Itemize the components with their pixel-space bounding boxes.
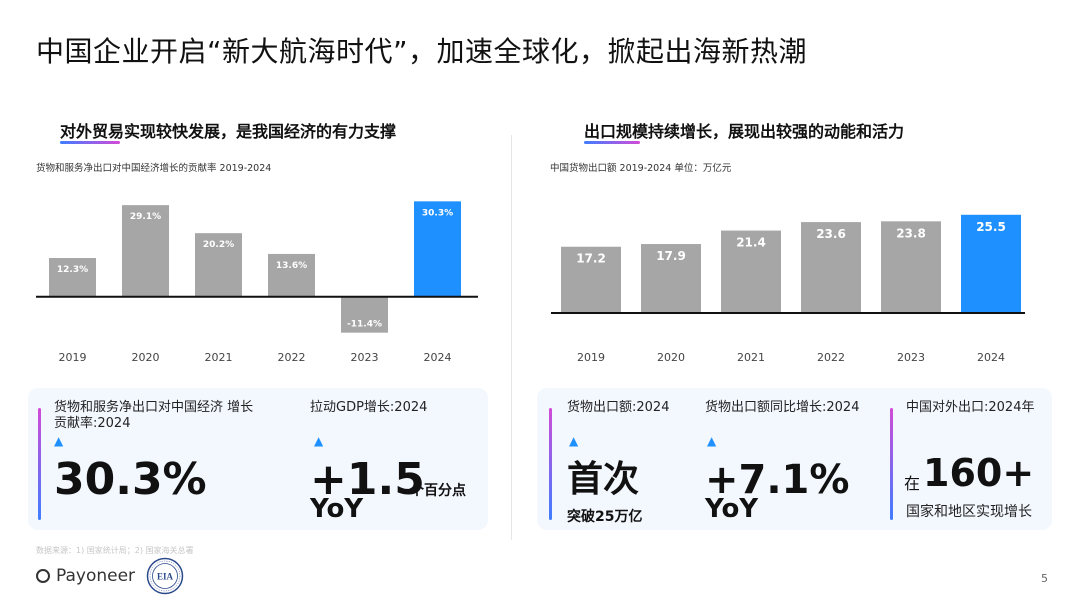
section-divider	[511, 135, 512, 540]
x-tick-2020: 2020	[132, 351, 160, 364]
right-stat-accent-1	[549, 408, 552, 520]
left-heading-underline	[60, 141, 120, 144]
x-tick-2024: 2024	[424, 351, 452, 364]
stat-prefix-markets: 在	[904, 474, 921, 493]
stat-sub-markets: 国家和地区实现增长	[906, 504, 1032, 520]
x-tick-2023: 2023	[897, 351, 925, 364]
data-label-2021: 20.2%	[203, 240, 234, 250]
data-label-2019: 12.3%	[57, 265, 88, 275]
stat-label-contribution: 货物和服务净出口对中国经济 增长贡献率:2024	[54, 400, 254, 431]
x-tick-2020: 2020	[657, 351, 685, 364]
right-stats-panel: 货物出口额:2024 ▲ 首次 突破25万亿 货物出口额同比增长:2024 ▲ …	[537, 388, 1052, 530]
bar-2023	[341, 296, 388, 333]
bar-2021	[721, 230, 781, 313]
up-arrow-icon: ▲	[54, 434, 64, 448]
stat-sub-export: 突破25万亿	[567, 509, 643, 525]
bar-2024	[961, 214, 1021, 313]
right-chart-caption: 中国货物出口额 2019-2024 单位：万亿元	[550, 163, 732, 174]
stat-value-export: 首次	[567, 459, 640, 500]
left-stat-accent	[38, 408, 41, 520]
x-tick-2023: 2023	[351, 351, 379, 364]
stat-yoy-export-growth: YoY	[705, 494, 759, 524]
data-label-2022: 13.6%	[276, 261, 307, 271]
data-label-2022: 23.6	[816, 227, 846, 241]
bar-2022	[268, 253, 315, 297]
left-heading: 对外贸易实现较快发展，是我国经济的有力支撑	[60, 122, 397, 141]
data-label-2024: 25.5	[976, 220, 1006, 234]
page-number: 5	[1041, 572, 1048, 585]
data-label-2020: 29.1%	[130, 212, 161, 222]
payoneer-logo: Payoneer	[36, 566, 135, 586]
svg-text:EIA: EIA	[157, 572, 174, 582]
stat-value-markets: 160+	[923, 451, 1035, 495]
stat-value-contribution: 30.3%	[54, 454, 207, 505]
stat-label-export: 货物出口额:2024	[567, 400, 670, 415]
x-tick-2021: 2021	[737, 351, 765, 364]
right-heading: 出口规模持续增长，展现出较强的动能和活力	[584, 122, 905, 141]
eia-seal-icon: EIA	[146, 557, 184, 595]
left-chart-caption: 货物和服务净出口对中国经济增长的贡献率 2019-2024	[36, 163, 272, 174]
data-label-2023: 23.8	[896, 226, 926, 240]
stat-unit-gdp: 个百分点	[410, 483, 466, 499]
data-source: 数据来源：1) 国家统计局；2) 国家海关总署	[36, 546, 194, 555]
up-arrow-icon: ▲	[314, 434, 324, 448]
data-label-2021: 21.4	[736, 236, 766, 250]
x-tick-2024: 2024	[977, 351, 1005, 364]
x-tick-2019: 2019	[59, 351, 87, 364]
right-stat-accent-2	[890, 408, 893, 520]
left-stats-panel: 货物和服务净出口对中国经济 增长贡献率:2024 ▲ 30.3% 拉动GDP增长…	[28, 388, 488, 530]
stat-label-gdp: 拉动GDP增长:2024	[310, 400, 428, 415]
data-label-2019: 17.2	[576, 252, 606, 266]
contribution-rate-chart: 12.3% 2019 29.1% 2020 20.2% 2021 13.6% 2022 -11.…	[36, 201, 478, 364]
data-label-2023: -11.4%	[347, 320, 382, 330]
bar-2023	[881, 221, 941, 313]
x-tick-2022: 2022	[278, 351, 306, 364]
stat-label-markets: 中国对外出口:2024年	[906, 400, 1035, 415]
bar-2022	[801, 222, 861, 313]
bar-2021	[195, 233, 242, 297]
stat-value-export-growth: +7.1%	[705, 457, 850, 503]
bar-2020	[641, 244, 701, 313]
data-label-2024: 30.3%	[422, 208, 453, 218]
stat-yoy-gdp: YoY	[310, 494, 364, 524]
x-tick-2022: 2022	[817, 351, 845, 364]
right-heading-underline	[584, 141, 640, 144]
page-title: 中国企业开启“新大航海时代”，加速全球化，掀起出海新热潮	[36, 35, 808, 68]
bar-2019	[561, 246, 621, 313]
bar-2019	[49, 258, 96, 297]
bar-2020	[122, 205, 169, 297]
stat-label-export-growth: 货物出口额同比增长:2024	[705, 400, 860, 415]
payoneer-logo-text: Payoneer	[56, 566, 136, 586]
stat-value-gdp: +1.5	[310, 454, 425, 505]
bar-2024	[414, 201, 461, 297]
x-tick-2019: 2019	[577, 351, 605, 364]
data-label-2020: 17.9	[656, 249, 686, 263]
up-arrow-icon: ▲	[569, 434, 579, 448]
payoneer-ring-icon	[36, 569, 50, 583]
up-arrow-icon: ▲	[707, 434, 717, 448]
export-value-chart: 17.2 2019 17.9 2020 21.4 2021 23.6 2022 23.8 2023…	[551, 214, 1025, 364]
x-tick-2021: 2021	[205, 351, 233, 364]
